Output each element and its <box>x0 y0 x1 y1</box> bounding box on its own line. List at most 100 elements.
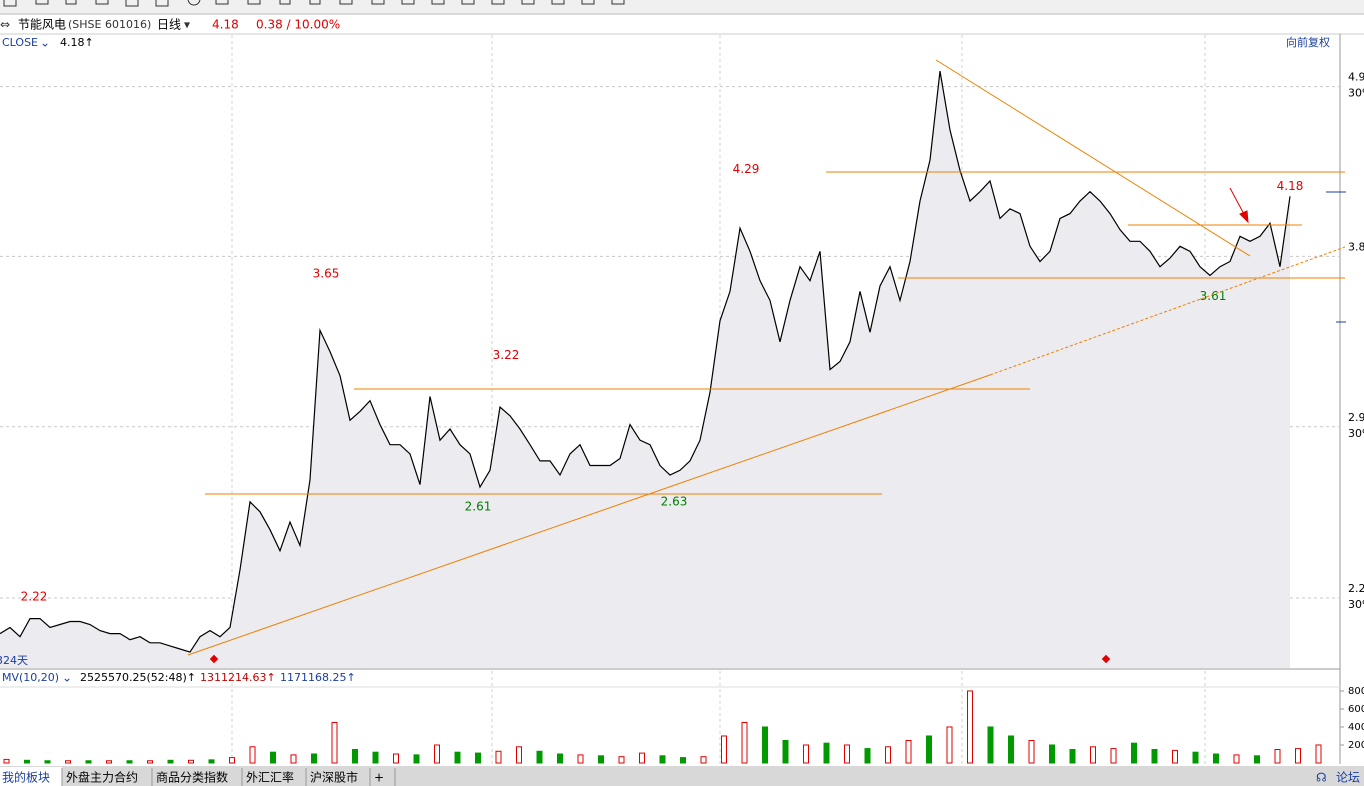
y-tick-label: 800 <box>1348 686 1364 697</box>
y-tick-label: 3.8 <box>1348 240 1364 253</box>
volume-bar <box>1315 744 1322 764</box>
volume-bar <box>393 753 399 764</box>
volume-bar <box>3 758 10 764</box>
volume-bar <box>208 759 215 764</box>
volume-bar <box>639 752 645 764</box>
volume-bar <box>413 754 420 764</box>
extreme-label: 3.65 <box>313 267 340 281</box>
tabs: 我的板块 外盘主力合约 商品分类指数 外汇汇率 沪深股市 + <box>0 767 396 786</box>
volume-bar <box>126 760 133 764</box>
span-label: 324天 <box>0 654 28 667</box>
volume-bar <box>823 742 830 764</box>
tab[interactable]: 我的板块 <box>2 770 50 785</box>
volume-bar <box>44 760 51 764</box>
y-tick-label: 400 <box>1348 722 1364 733</box>
drawn-lines <box>187 59 1346 656</box>
volume-bar <box>598 755 604 764</box>
volume-bar <box>721 735 727 764</box>
volume-bar <box>1192 751 1199 764</box>
volume-bar <box>864 748 871 764</box>
extreme-label: 4.29 <box>733 162 760 176</box>
volume-bar <box>372 751 379 764</box>
indicator-value: 1171168.25↑ <box>280 671 356 684</box>
volume-bar <box>65 760 71 764</box>
volume-bar <box>106 760 112 764</box>
volume-bar <box>167 759 174 764</box>
tab[interactable]: 外汇汇率 <box>246 770 294 785</box>
volume-bar <box>1110 748 1117 764</box>
indicator-value: 2525570.25(52:48)↑ <box>80 671 196 684</box>
extreme-label: 4.18 <box>1277 179 1304 193</box>
tab[interactable]: + <box>374 771 384 785</box>
volume-bar <box>741 721 748 764</box>
toolbar <box>0 0 1364 14</box>
last-label: 4.18↑ <box>60 36 94 49</box>
y-tick-note: 30% <box>1348 598 1364 611</box>
volume-bar <box>1028 739 1035 764</box>
volume-bar <box>926 735 932 764</box>
price-change: 0.38 / 10.00% <box>256 18 340 32</box>
volume-bar <box>987 726 994 764</box>
y-tick-label: 4.9 <box>1348 71 1364 84</box>
volume-bar <box>885 746 891 764</box>
indicator-caret[interactable]: ⌄ <box>62 671 72 685</box>
y-tick-label: 2.2 <box>1348 582 1364 595</box>
arrow <box>1229 187 1249 224</box>
forum-link[interactable]: 论坛 <box>1336 771 1360 785</box>
series-label[interactable]: CLOSE <box>2 36 38 49</box>
tab[interactable]: 外盘主力合约 <box>66 770 138 785</box>
volume-bar <box>311 753 317 764</box>
indicator-value: 1311214.63↑ <box>200 671 276 684</box>
volume-bar <box>1233 754 1240 764</box>
last-price: 4.18 <box>212 18 239 32</box>
volume-bar <box>1069 748 1076 764</box>
price-layer: 4.9 30% 3.8 2.9 30% 2.2 30% 2.22 3.65 3.22 2.61 2.6… <box>0 71 1364 669</box>
volume-bar <box>290 754 297 764</box>
volume-bar <box>331 721 338 764</box>
axis-markers <box>1326 191 1346 323</box>
volume-bar <box>905 739 912 764</box>
period-caret[interactable]: ▾ <box>184 18 190 32</box>
volume-bar <box>1254 755 1260 764</box>
volume-bar <box>24 759 30 764</box>
volume-bar <box>782 739 789 764</box>
series-caret[interactable]: ⌄ <box>40 36 50 50</box>
stock-code: (SHSE 601016) <box>68 18 151 31</box>
volume-bar <box>1151 748 1158 764</box>
volume-bar <box>577 754 584 764</box>
volume-bar <box>270 751 276 764</box>
volume-bar <box>1008 735 1014 764</box>
volume-bar <box>844 744 850 764</box>
y-tick-label: 200 <box>1348 740 1364 751</box>
period[interactable]: 日线 <box>157 18 181 32</box>
volume-bar <box>1274 748 1281 764</box>
adjust-mode[interactable]: 向前复权 <box>1286 35 1330 49</box>
tab[interactable]: 沪深股市 <box>310 770 358 785</box>
volume-bar <box>352 748 358 764</box>
tab-active <box>0 767 62 786</box>
volume-bar <box>1213 753 1219 764</box>
volume-bar <box>147 760 153 764</box>
volume-bar <box>454 751 461 764</box>
volume-bar <box>516 746 522 764</box>
volume-bar <box>700 756 707 764</box>
extreme-label: 2.22 <box>21 589 48 603</box>
extreme-label: 2.61 <box>465 499 492 513</box>
volume-bar <box>680 757 686 764</box>
volume-bar <box>434 744 440 764</box>
forum-icon[interactable]: ☊ <box>1316 771 1327 785</box>
volume-bar <box>249 746 256 764</box>
volume-layer: 200 400 600 800 <box>3 686 1364 764</box>
tab[interactable]: 商品分类指数 <box>156 770 228 785</box>
indicator-name[interactable]: MV(10,20) <box>2 671 59 684</box>
volume-bar <box>495 750 502 764</box>
volume-bar <box>85 760 92 764</box>
volume-bar <box>1090 746 1096 764</box>
volume-bar <box>536 750 543 764</box>
volume-bar <box>1172 749 1178 764</box>
volume-bar <box>659 755 666 764</box>
volume-bar <box>188 759 194 764</box>
y-tick-note: 30% <box>1348 427 1364 440</box>
